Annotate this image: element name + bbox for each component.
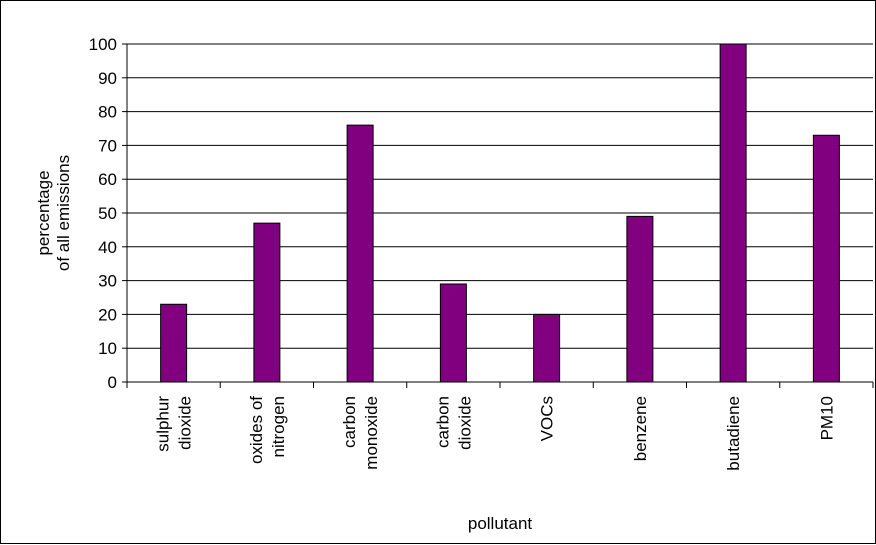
bar xyxy=(626,215,654,383)
y-tick-label: 80 xyxy=(98,103,117,122)
x-category-label-line: dioxide xyxy=(176,396,195,450)
y-tick-label: 0 xyxy=(108,373,117,392)
y-tick-label: 50 xyxy=(98,204,117,223)
x-category-label: butadiene xyxy=(724,396,743,471)
y-axis-title-line: percentage xyxy=(34,170,53,255)
y-tick-label: 40 xyxy=(98,238,117,257)
y-tick-label: 70 xyxy=(98,136,117,155)
x-category-label: VOCs xyxy=(538,396,557,441)
x-category-label-line: benzene xyxy=(631,396,650,461)
y-tick-label: 20 xyxy=(98,305,117,324)
x-category-label-line: nitrogen xyxy=(269,396,288,457)
x-category-label-line: carbon xyxy=(433,396,452,448)
x-category-label-line: dioxide xyxy=(455,396,474,450)
bar xyxy=(346,124,374,383)
x-category-label-line: PM10 xyxy=(817,396,836,440)
x-category-label-line: VOCs xyxy=(538,396,557,441)
bar xyxy=(533,313,561,383)
x-category-label: benzene xyxy=(631,396,650,461)
bar xyxy=(439,283,467,383)
y-tick-label: 30 xyxy=(98,272,117,291)
x-category-labels: sulphur dioxide oxides of nitrogen carbon mon… xyxy=(154,396,837,471)
axes xyxy=(122,43,874,388)
y-tick-label: 60 xyxy=(98,170,117,189)
y-axis-title-line: of all emissions xyxy=(54,155,73,271)
x-category-label-line: butadiene xyxy=(724,396,743,471)
bar xyxy=(253,222,281,383)
bar xyxy=(719,43,747,383)
bar xyxy=(812,134,840,383)
x-category-label-line: oxides of xyxy=(247,396,266,464)
y-tick-label: 100 xyxy=(89,35,117,54)
y-tick-label: 90 xyxy=(98,69,117,88)
x-category-label-line: sulphur xyxy=(154,396,173,452)
x-category-label-line: monoxide xyxy=(362,396,381,470)
bar xyxy=(160,303,188,383)
y-axis-title: percentageof all emissions xyxy=(34,155,73,271)
x-axis-title: pollutant xyxy=(468,514,533,533)
y-tick-labels: 0 10 20 30 40 50 60 70 80 90 100 xyxy=(89,35,117,392)
x-category-label: oxides of nitrogen xyxy=(247,396,288,464)
x-category-label: sulphur dioxide xyxy=(154,396,195,452)
x-category-label: carbon dioxide xyxy=(433,396,474,450)
x-category-label: carbon monoxide xyxy=(340,396,381,470)
x-category-label: PM10 xyxy=(817,396,836,440)
x-category-label-line: carbon xyxy=(340,396,359,448)
y-tick-label: 10 xyxy=(98,339,117,358)
gridlines xyxy=(127,43,873,349)
